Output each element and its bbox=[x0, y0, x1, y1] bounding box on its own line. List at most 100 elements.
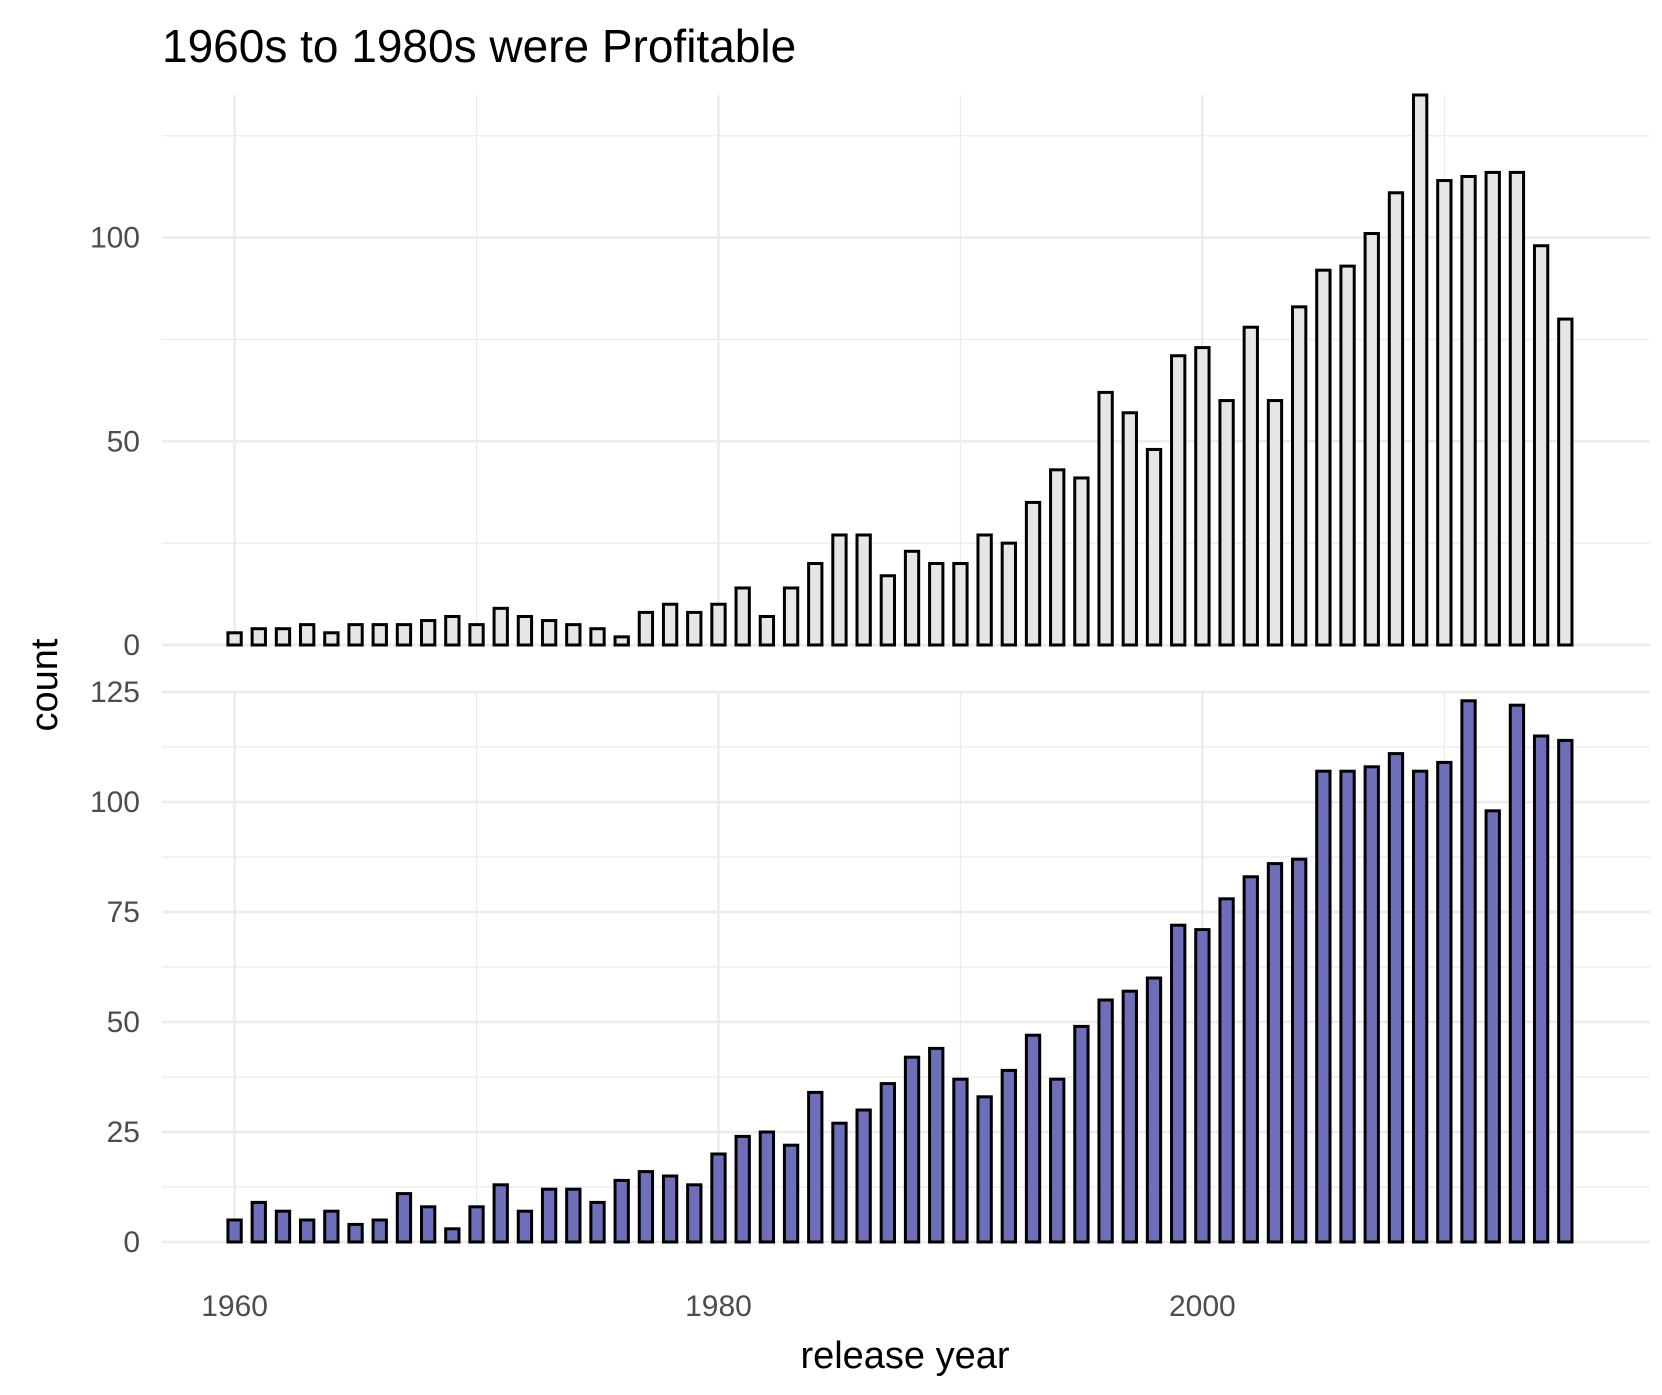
bottom-bar-2012 bbox=[1484, 809, 1501, 1244]
top-bar-2015 bbox=[1557, 317, 1574, 647]
top-y-tick-label: 100 bbox=[90, 222, 140, 255]
top-bar-1997 bbox=[1121, 411, 1138, 647]
top-bar-1960 bbox=[226, 631, 243, 647]
bottom-bar-2006 bbox=[1339, 769, 1356, 1244]
top-bar-1981 bbox=[734, 586, 751, 647]
top-bar-2013 bbox=[1508, 170, 1526, 647]
top-bar-1986 bbox=[855, 533, 872, 647]
top-bar-1977 bbox=[637, 610, 655, 647]
top-bar-2009 bbox=[1411, 93, 1429, 647]
bottom-bar-1970 bbox=[468, 1205, 485, 1244]
bottom-bar-1961 bbox=[250, 1200, 267, 1244]
bottom-bar-1977 bbox=[637, 1170, 655, 1244]
top-bar-1962 bbox=[274, 627, 292, 647]
top-bar-1975 bbox=[589, 627, 606, 647]
bottom-bar-1968 bbox=[419, 1205, 437, 1244]
top-bar-2000 bbox=[1194, 346, 1211, 647]
bottom-bar-2001 bbox=[1218, 897, 1235, 1244]
bottom-bar-1983 bbox=[782, 1143, 800, 1244]
bottom-bar-1966 bbox=[371, 1218, 388, 1244]
panel-top: 0 50 100 bbox=[90, 93, 1650, 662]
top-bar-1964 bbox=[323, 631, 340, 647]
top-bar-1999 bbox=[1170, 354, 1187, 647]
bottom-bar-2014 bbox=[1532, 734, 1550, 1244]
top-y-tick-label: 0 bbox=[123, 629, 140, 662]
bottom-bar-1996 bbox=[1097, 998, 1114, 1244]
bottom-bar-1985 bbox=[831, 1121, 848, 1244]
top-bar-1996 bbox=[1097, 390, 1114, 647]
bottom-bar-1994 bbox=[1049, 1077, 1066, 1244]
bottom-bar-1999 bbox=[1170, 923, 1187, 1244]
top-bar-1998 bbox=[1145, 447, 1163, 647]
x-axis-title: release year bbox=[800, 1335, 1009, 1377]
bottom-bar-1972 bbox=[516, 1209, 534, 1244]
top-bar-2008 bbox=[1387, 191, 1405, 647]
top-bar-2001 bbox=[1218, 399, 1235, 647]
top-bar-1991 bbox=[976, 533, 993, 647]
top-bar-1985 bbox=[831, 533, 848, 647]
bottom-bar-1997 bbox=[1121, 989, 1138, 1244]
top-bar-1979 bbox=[686, 610, 703, 647]
top-bar-2014 bbox=[1532, 244, 1550, 647]
panel-bottom: 0 25 50 75 100 125 bbox=[90, 676, 1650, 1259]
top-bar-1967 bbox=[395, 623, 413, 647]
bottom-y-tick-label: 75 bbox=[107, 896, 140, 929]
bottom-bar-1973 bbox=[540, 1187, 558, 1244]
bottom-bar-1984 bbox=[807, 1090, 824, 1244]
bottom-bar-1986 bbox=[855, 1108, 872, 1244]
bottom-bar-2002 bbox=[1242, 875, 1259, 1244]
bottom-bar-1969 bbox=[444, 1227, 461, 1244]
bottom-bar-1998 bbox=[1145, 976, 1163, 1244]
top-bar-2006 bbox=[1339, 264, 1356, 647]
top-bar-2004 bbox=[1291, 305, 1308, 647]
top-bar-2012 bbox=[1484, 170, 1501, 647]
top-bar-1994 bbox=[1049, 468, 1066, 647]
x-tick-label: 1960 bbox=[201, 1290, 268, 1323]
bottom-bar-2000 bbox=[1194, 928, 1211, 1244]
top-bar-1971 bbox=[492, 606, 509, 647]
top-bar-1966 bbox=[371, 623, 388, 647]
top-bar-1976 bbox=[613, 635, 630, 647]
bottom-bar-1992 bbox=[1000, 1068, 1017, 1244]
top-bar-1968 bbox=[419, 619, 437, 647]
top-bar-2007 bbox=[1363, 232, 1380, 647]
top-bar-2005 bbox=[1315, 268, 1332, 647]
top-bar-1972 bbox=[516, 614, 534, 647]
bottom-bar-1989 bbox=[928, 1046, 945, 1244]
chart-title: 1960s to 1980s were Profitable bbox=[162, 20, 796, 72]
bottom-bar-1990 bbox=[952, 1077, 969, 1244]
top-bar-1987 bbox=[879, 574, 897, 647]
bottom-bar-1976 bbox=[613, 1178, 630, 1244]
bottom-bar-1993 bbox=[1024, 1033, 1042, 1244]
bottom-bar-1978 bbox=[661, 1174, 679, 1244]
bottom-bar-1981 bbox=[734, 1134, 751, 1244]
bottom-bar-1988 bbox=[903, 1055, 921, 1244]
bottom-bar-1962 bbox=[274, 1209, 292, 1244]
bottom-bar-1991 bbox=[976, 1095, 993, 1244]
bottom-bar-1960 bbox=[226, 1218, 243, 1244]
bottom-bar-2010 bbox=[1436, 760, 1453, 1244]
y-axis-title: count bbox=[24, 638, 66, 731]
bottom-bar-1979 bbox=[686, 1183, 703, 1244]
x-tick-label: 1980 bbox=[685, 1290, 752, 1323]
bottom-bar-1963 bbox=[299, 1218, 316, 1244]
bottom-bar-1965 bbox=[347, 1222, 364, 1244]
bottom-bar-1974 bbox=[565, 1187, 582, 1244]
bottom-bar-2008 bbox=[1387, 752, 1405, 1244]
top-bar-1973 bbox=[540, 619, 558, 647]
bottom-y-tick-label: 0 bbox=[123, 1226, 140, 1259]
x-axis: 1960 1980 2000 bbox=[201, 1290, 1236, 1323]
bottom-bar-2011 bbox=[1460, 699, 1477, 1244]
bottom-bar-1964 bbox=[323, 1209, 340, 1244]
bottom-y-tick-label: 50 bbox=[107, 1006, 140, 1039]
top-bar-2003 bbox=[1266, 399, 1284, 647]
bottom-bar-2007 bbox=[1363, 765, 1380, 1244]
top-bar-1965 bbox=[347, 623, 364, 647]
top-bar-1974 bbox=[565, 623, 582, 647]
top-y-tick-label: 50 bbox=[107, 425, 140, 458]
bottom-bar-1967 bbox=[395, 1192, 413, 1244]
top-bar-1978 bbox=[661, 602, 679, 647]
top-bar-1989 bbox=[928, 562, 945, 647]
top-bar-1969 bbox=[444, 614, 461, 647]
top-bar-1970 bbox=[468, 623, 485, 647]
